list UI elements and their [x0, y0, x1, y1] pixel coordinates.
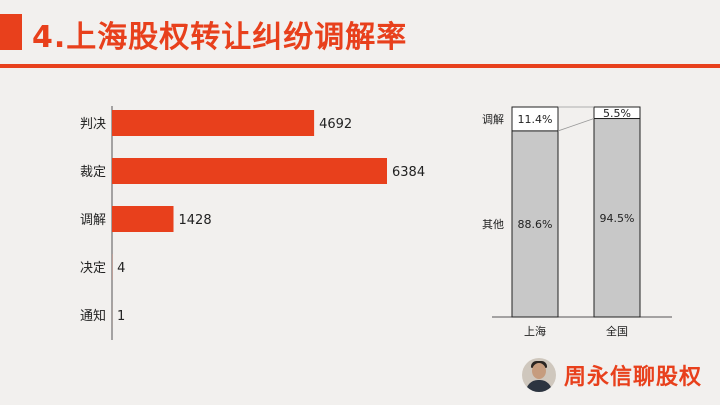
bar-category-label: 裁定	[80, 164, 106, 180]
bar-value-label: 1	[117, 309, 125, 324]
bar-0	[112, 110, 315, 136]
judgment-type-bar-chart: 判决 4692 裁定 6384 调解 1428 决定 4 通知 1	[80, 106, 425, 340]
brand-name: 周永信聊股权	[563, 365, 702, 390]
bar-category-label: 调解	[80, 213, 106, 228]
bar-value-label: 4	[117, 261, 125, 276]
stack-category-label: 全国	[606, 324, 628, 338]
brand-watermark: 周永信聊股权	[521, 357, 702, 393]
stack-label-mediation: 11.4%	[518, 113, 553, 126]
stack-connector-boundary	[557, 118, 595, 132]
stack-label-mediation: 5.5%	[603, 107, 631, 120]
bar-value-label: 6384	[392, 165, 425, 180]
stack-label-other: 88.6%	[518, 218, 553, 231]
stack-segment-other-0	[511, 130, 559, 318]
series-label-other: 其他	[482, 218, 504, 231]
title-accent-block	[0, 14, 22, 50]
page-title: 4.上海股权转让纠纷调解率	[32, 20, 408, 55]
stack-segment-other-1	[593, 118, 641, 318]
bar-value-label: 4692	[319, 117, 352, 132]
bar-category-label: 决定	[80, 261, 106, 276]
series-label-mediation: 调解	[482, 112, 504, 126]
bar-category-label: 通知	[80, 308, 106, 324]
bar-1	[112, 158, 387, 184]
stack-category-label: 上海	[524, 324, 546, 338]
bar-2	[112, 206, 174, 232]
title-divider	[0, 64, 720, 68]
stack-label-other: 94.5%	[600, 212, 635, 225]
header: 4.上海股权转让纠纷调解率	[0, 0, 720, 64]
avatar	[521, 358, 556, 392]
bar-category-label: 判决	[80, 117, 106, 132]
bar-value-label: 1428	[179, 213, 212, 228]
